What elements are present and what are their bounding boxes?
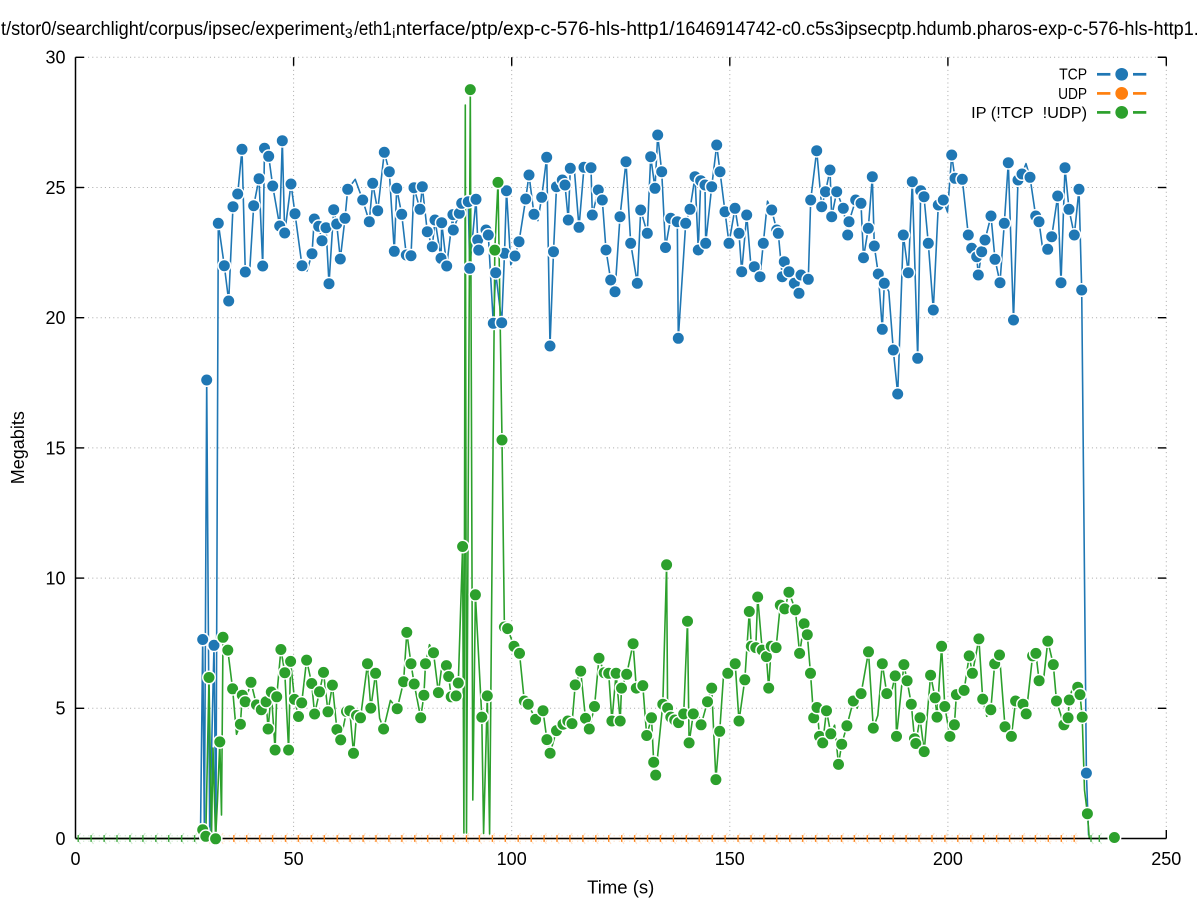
svg-text:0: 0: [55, 829, 65, 849]
svg-text:nt/stor0/searchlight/corpus/ip: nt/stor0/searchlight/corpus/ipsec/experi…: [0, 18, 345, 40]
svg-text:50: 50: [284, 849, 304, 869]
svg-text:Megabits: Megabits: [8, 411, 28, 484]
svg-text:UDP: UDP: [1058, 86, 1087, 103]
svg-text:10: 10: [45, 569, 65, 589]
svg-text:nterface/ptp/exp-c-576-hls-htt: nterface/ptp/exp-c-576-hls-http1/: [396, 18, 675, 40]
svg-text:i: i: [392, 25, 395, 41]
svg-text:100: 100: [497, 849, 527, 869]
svg-text:30: 30: [45, 48, 65, 68]
svg-text:3: 3: [345, 25, 353, 41]
svg-text:200: 200: [933, 849, 963, 869]
svg-text:250: 250: [1151, 849, 1181, 869]
svg-text:15: 15: [45, 438, 65, 458]
svg-text:/eth1: /eth1: [354, 18, 392, 40]
svg-text:5: 5: [55, 699, 65, 719]
svg-text:20: 20: [45, 308, 65, 328]
svg-text:0: 0: [70, 849, 80, 869]
svg-text:TCP: TCP: [1059, 67, 1087, 84]
svg-text:150: 150: [715, 849, 745, 869]
svg-text:1646914742-c0.c5s3ipsecptp.hdu: 1646914742-c0.c5s3ipsecptp.hdumb.pharos-…: [675, 18, 1197, 40]
svg-text:IP (!TCP !UDP): IP (!TCP !UDP): [971, 105, 1087, 122]
svg-text:Time (s): Time (s): [587, 876, 654, 897]
svg-text:25: 25: [45, 178, 65, 198]
